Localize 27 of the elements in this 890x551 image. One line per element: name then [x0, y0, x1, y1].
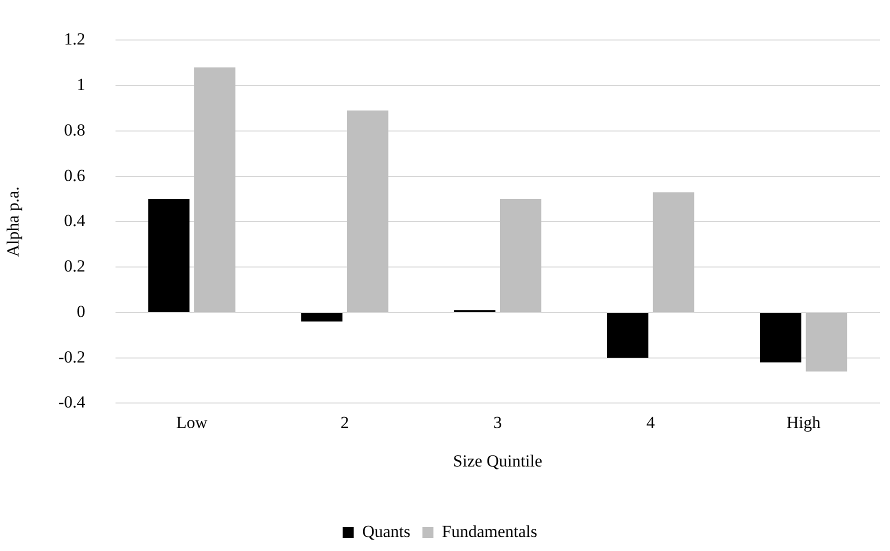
bar [760, 312, 802, 362]
y-tick-label: 0.2 [64, 256, 86, 276]
bar [652, 192, 694, 312]
bar [347, 110, 388, 312]
x-tick-label: 2 [340, 412, 349, 432]
x-tick-label: 4 [646, 412, 656, 432]
y-tick-label: 0.6 [64, 166, 86, 185]
x-tick-label: High [786, 412, 822, 432]
y-tick-label: 0.4 [64, 211, 86, 230]
x-axis-title: Size Quintile [453, 451, 542, 470]
legend-label: Fundamentals [442, 522, 538, 541]
bar [301, 312, 342, 322]
bar [500, 199, 542, 312]
x-tick-label: 3 [493, 412, 502, 432]
bar [148, 199, 190, 312]
bar [607, 312, 648, 358]
x-tick-label: Low [176, 412, 208, 432]
y-tick-label: 1 [76, 75, 86, 94]
y-tick-label: 1.2 [64, 30, 86, 49]
y-tick-label: 0 [76, 302, 86, 321]
bar [194, 67, 236, 312]
y-tick-label: -0.2 [58, 347, 86, 366]
y-tick-label: 0.8 [64, 120, 86, 140]
y-axis-title: Alpha p.a. [4, 186, 23, 257]
legend-label: Quants [362, 522, 410, 541]
bar [806, 312, 848, 372]
y-tick-label: -0.4 [58, 392, 86, 412]
